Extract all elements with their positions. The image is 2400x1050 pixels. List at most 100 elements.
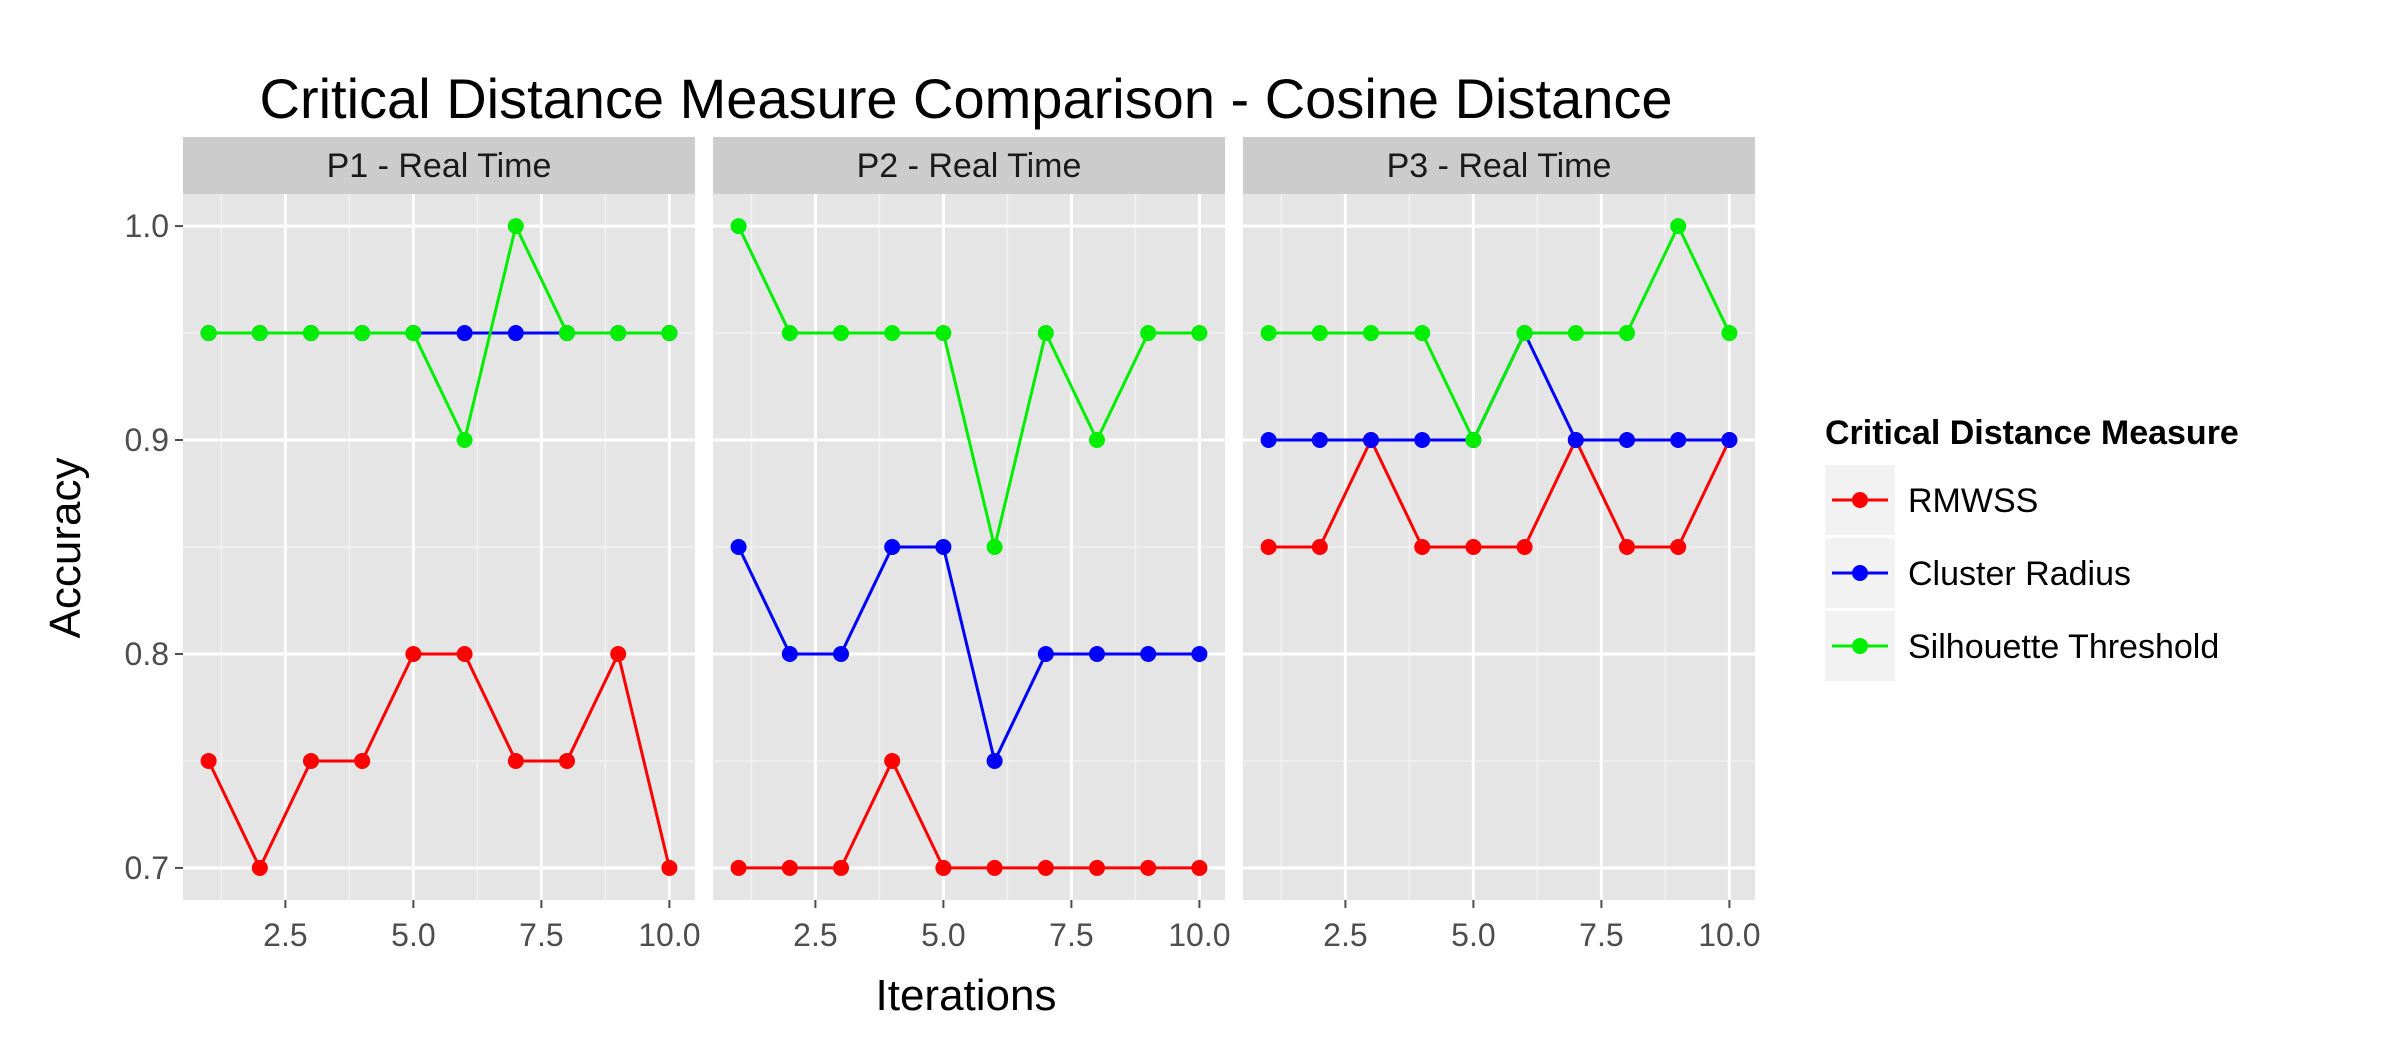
data-point xyxy=(251,859,268,876)
data-point xyxy=(1516,325,1533,342)
panel-3: P3 - Real Time 2.5 5.0 7.5 10.0 xyxy=(1243,137,1761,953)
data-point xyxy=(833,859,849,876)
data-point xyxy=(986,859,1003,876)
series-line xyxy=(737,545,1200,766)
data-point xyxy=(559,325,575,342)
data-point xyxy=(200,325,217,342)
legend-item: Silhouette Threshold xyxy=(1825,611,2219,681)
data-point xyxy=(1140,859,1157,876)
data-point xyxy=(1567,325,1584,342)
data-point xyxy=(251,325,268,342)
data-point xyxy=(1465,432,1482,449)
data-point xyxy=(1414,325,1431,342)
data-point xyxy=(1311,325,1328,342)
data-point xyxy=(884,752,901,769)
legend-key-point xyxy=(1852,565,1868,581)
data-point xyxy=(1037,325,1054,342)
data-point xyxy=(456,645,473,662)
panel-1: P1 - Real Time 2.5 5.0 7.5 10.0 0.7 0.8 0.9 1.0 xyxy=(125,137,701,953)
y-tick-label: 0.8 xyxy=(125,636,169,672)
data-point xyxy=(1670,539,1687,555)
panel-strip-label: P3 - Real Time xyxy=(1387,147,1612,185)
data-point xyxy=(1089,432,1105,449)
data-point xyxy=(730,539,747,555)
x-tick-label: 10.0 xyxy=(638,917,700,953)
data-point xyxy=(507,325,524,342)
x-axis-title: Iterations xyxy=(876,971,1057,1020)
data-point xyxy=(1140,325,1157,342)
data-point xyxy=(1465,539,1482,555)
data-point xyxy=(1260,539,1277,555)
panel-strip-label: P2 - Real Time xyxy=(857,147,1082,185)
legend-label: Cluster Radius xyxy=(1908,555,2131,593)
data-point xyxy=(730,218,747,235)
panel-strip xyxy=(1243,137,1755,194)
x-tick-label: 5.0 xyxy=(921,917,965,953)
data-point xyxy=(1619,539,1635,555)
data-point xyxy=(1089,645,1105,662)
data-point xyxy=(781,645,798,662)
data-point xyxy=(781,859,798,876)
data-point xyxy=(1260,325,1277,342)
data-point xyxy=(405,645,422,662)
data-point xyxy=(884,325,901,342)
y-tick-label: 1.0 xyxy=(125,208,169,244)
y-axis-title: Accuracy xyxy=(41,458,90,639)
data-point xyxy=(1191,645,1208,662)
data-point xyxy=(661,325,678,342)
data-point xyxy=(833,645,849,662)
x-tick-label: 7.5 xyxy=(1049,917,1093,953)
data-point xyxy=(507,752,524,769)
data-point xyxy=(1721,432,1738,449)
x-tick-label: 7.5 xyxy=(1579,917,1623,953)
x-tick-label: 10.0 xyxy=(1698,917,1760,953)
data-point xyxy=(986,539,1003,555)
data-point xyxy=(456,432,473,449)
data-point xyxy=(354,325,371,342)
series-line xyxy=(737,225,1200,548)
series-line xyxy=(738,757,1200,870)
data-point xyxy=(1260,432,1277,449)
data-point xyxy=(456,325,473,342)
legend-title: Critical Distance Measure xyxy=(1825,414,2239,452)
data-point xyxy=(303,325,319,342)
x-tick-label: 10.0 xyxy=(1168,917,1230,953)
data-point xyxy=(559,752,575,769)
y-tick-label: 0.7 xyxy=(125,850,169,886)
y-tick-label: 0.9 xyxy=(125,422,169,458)
legend-key-point xyxy=(1852,638,1868,654)
data-point xyxy=(884,539,901,555)
data-point xyxy=(1089,859,1105,876)
data-point xyxy=(1721,325,1738,342)
data-point xyxy=(1619,432,1635,449)
data-point xyxy=(781,325,798,342)
x-tick-label: 2.5 xyxy=(1323,917,1367,953)
x-tick-label: 2.5 xyxy=(793,917,837,953)
data-point xyxy=(405,325,422,342)
data-point xyxy=(1311,539,1328,555)
legend-item: Cluster Radius xyxy=(1825,538,2131,608)
series-line xyxy=(1268,222,1731,444)
panel-strip xyxy=(183,137,695,194)
data-point xyxy=(661,859,678,876)
series-line xyxy=(208,221,670,445)
data-point xyxy=(1516,539,1533,555)
panel-2: P2 - Real Time 2.5 5.0 7.5 10.0 xyxy=(713,137,1231,953)
data-point xyxy=(1037,645,1054,662)
data-point xyxy=(200,752,217,769)
data-point xyxy=(303,752,319,769)
x-tick-label: 5.0 xyxy=(391,917,435,953)
series-line xyxy=(207,649,671,872)
data-point xyxy=(1619,325,1635,342)
x-tick-label: 5.0 xyxy=(1451,917,1495,953)
x-tick-label: 2.5 xyxy=(263,917,307,953)
data-point xyxy=(1311,432,1328,449)
data-point xyxy=(1670,432,1687,449)
data-point xyxy=(507,218,524,235)
data-point xyxy=(1140,645,1157,662)
x-tick-label: 7.5 xyxy=(519,917,563,953)
legend-label: RMWSS xyxy=(1908,482,2038,520)
data-point xyxy=(986,752,1003,769)
legend: Critical Distance Measure RMWSS Cluster Ra… xyxy=(1825,414,2239,681)
